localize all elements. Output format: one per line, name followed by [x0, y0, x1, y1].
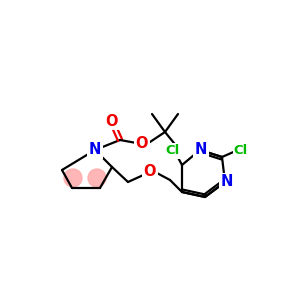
- Text: Cl: Cl: [234, 143, 248, 157]
- Text: O: O: [136, 136, 148, 152]
- Text: Cl: Cl: [166, 145, 180, 158]
- Text: N: N: [221, 175, 233, 190]
- Circle shape: [64, 169, 82, 187]
- Text: N: N: [195, 142, 207, 158]
- Text: N: N: [89, 142, 101, 158]
- Circle shape: [88, 169, 106, 187]
- Text: O: O: [144, 164, 156, 179]
- Text: O: O: [106, 113, 118, 128]
